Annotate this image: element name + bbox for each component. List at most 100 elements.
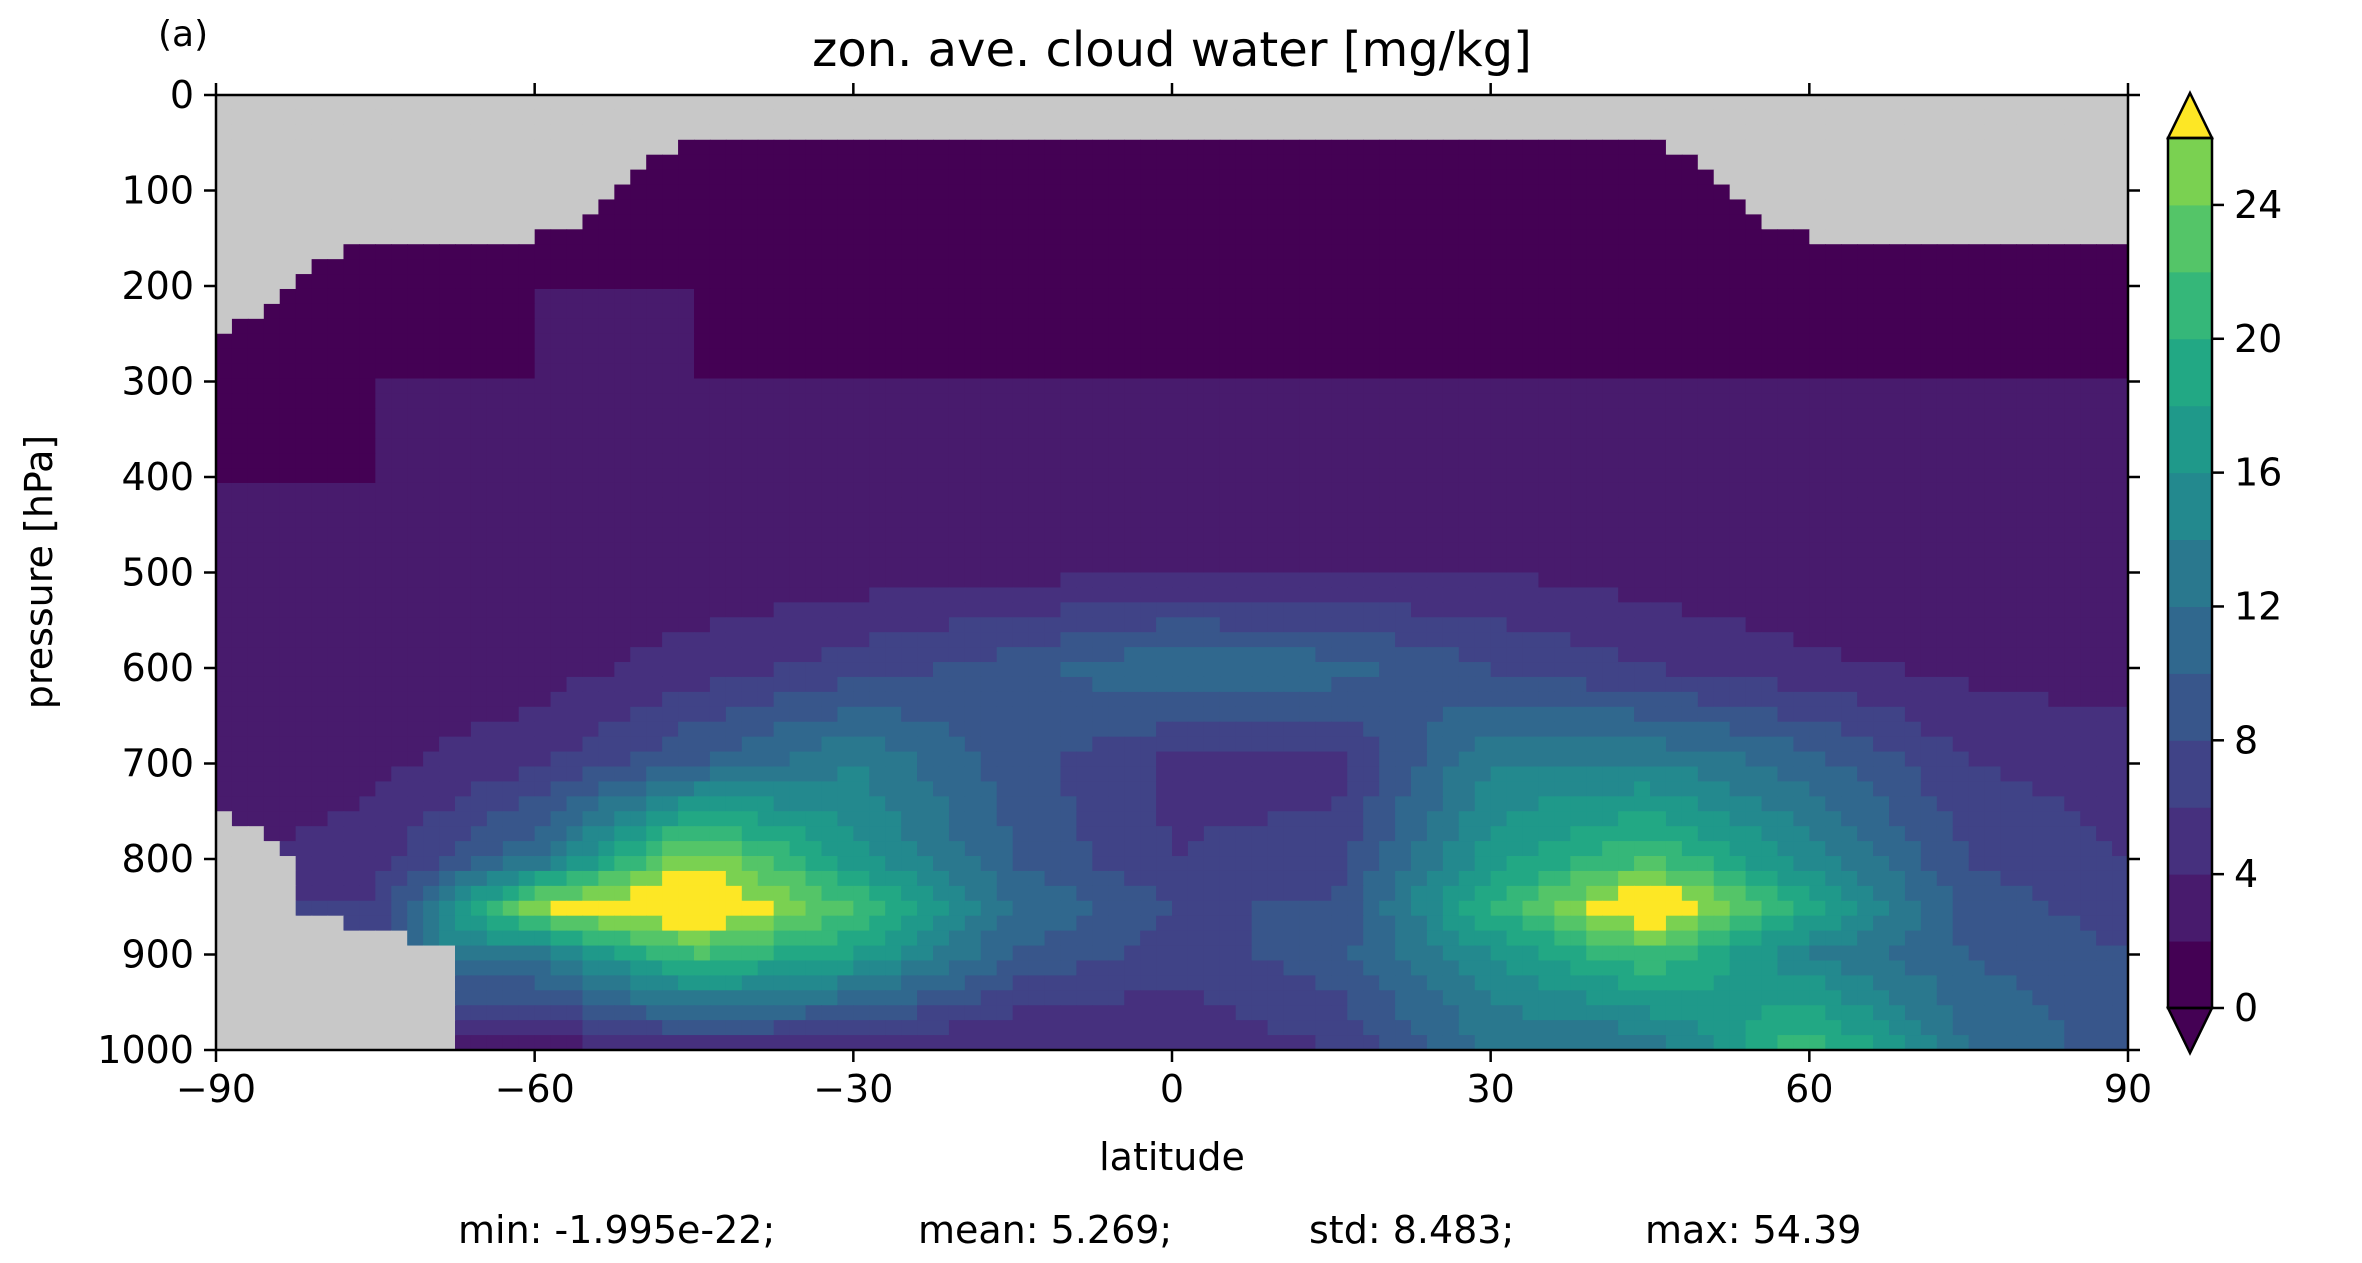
contour-cell	[630, 244, 647, 260]
contour-cell	[231, 303, 249, 320]
contour-cell	[1076, 497, 1093, 514]
contour-cell	[901, 453, 918, 469]
contour-cell	[996, 333, 1014, 350]
contour-cell	[1187, 139, 1205, 156]
contour-cell	[1426, 468, 1444, 484]
contour-cell	[1172, 95, 1189, 111]
contour-cell	[2064, 244, 2081, 260]
contour-cell	[566, 184, 584, 201]
contour-cell	[1347, 363, 1364, 380]
contour-cell	[694, 333, 711, 350]
contour-cell	[1554, 542, 1571, 559]
contour-cell	[1554, 229, 1571, 245]
contour-cell	[327, 527, 345, 544]
contour-cell	[1936, 572, 1954, 589]
contour-cell	[869, 587, 886, 603]
contour-cell	[1124, 438, 1141, 454]
contour-cell	[439, 468, 456, 484]
contour-cell	[1283, 333, 1301, 350]
contour-cell	[725, 557, 743, 574]
contour-cell	[2080, 109, 2097, 126]
contour-cell	[1379, 259, 1396, 275]
contour-cell	[231, 662, 249, 678]
contour-cell	[1411, 229, 1428, 245]
contour-cell	[1761, 318, 1779, 335]
contour-cell	[1442, 109, 1460, 126]
contour-cell	[1474, 587, 1492, 603]
contour-cell	[1777, 303, 1794, 320]
contour-cell	[1634, 333, 1651, 350]
contour-cell	[2096, 632, 2113, 648]
contour-cell	[1172, 602, 1189, 618]
contour-cell	[518, 363, 536, 380]
contour-cell	[534, 303, 552, 320]
contour-cell	[1968, 512, 1986, 529]
contour-cell	[423, 706, 440, 723]
contour-cell	[1411, 587, 1428, 603]
contour-cell	[439, 393, 456, 409]
contour-cell	[1554, 244, 1571, 260]
contour-cell	[1219, 408, 1237, 424]
contour-cell	[933, 557, 950, 574]
contour-cell	[1426, 214, 1444, 230]
contour-cell	[1012, 497, 1030, 514]
contour-cell	[1140, 632, 1157, 648]
contour-cell	[901, 303, 918, 320]
contour-cell	[391, 318, 408, 335]
contour-cell	[1187, 632, 1205, 648]
contour-cell	[247, 184, 265, 201]
contour-cell	[1952, 199, 1970, 215]
contour-cell	[550, 557, 568, 574]
contour-cell	[789, 154, 807, 171]
contour-cell	[646, 438, 663, 454]
contour-cell	[2080, 259, 2097, 275]
contour-cell	[1650, 572, 1667, 589]
contour-cell	[1012, 482, 1030, 499]
contour-cell	[1267, 393, 1285, 409]
contour-cell	[295, 303, 313, 320]
contour-cell	[933, 318, 950, 335]
contour-cell	[1904, 557, 1922, 574]
contour-cell	[1490, 109, 1508, 126]
contour-cell	[1841, 512, 1858, 529]
contour-cell	[1873, 348, 1890, 365]
contour-cell	[518, 169, 536, 186]
contour-cell	[741, 557, 759, 574]
contour-cell	[1952, 95, 1970, 111]
contour-cell	[1570, 423, 1587, 439]
contour-cell	[423, 647, 440, 663]
contour-cell	[757, 378, 775, 395]
contour-cell	[2096, 408, 2113, 424]
contour-cell	[1219, 184, 1237, 201]
contour-cell	[2064, 662, 2081, 678]
contour-cell	[1984, 676, 2002, 693]
contour-cell	[1984, 393, 2002, 409]
contour-cell	[948, 244, 966, 260]
contour-cell	[486, 244, 504, 260]
contour-cell	[869, 229, 886, 245]
contour-cell	[598, 662, 615, 678]
contour-cell	[853, 169, 870, 186]
contour-cell	[550, 95, 568, 111]
contour-cell	[566, 572, 584, 589]
contour-cell	[694, 557, 711, 574]
contour-cell	[343, 482, 360, 499]
contour-cell	[1984, 95, 2002, 111]
contour-cell	[2000, 109, 2018, 126]
contour-cell	[789, 647, 807, 663]
contour-cell	[709, 95, 727, 111]
contour-cell	[1028, 617, 1046, 633]
contour-cell	[391, 632, 408, 648]
contour-cell	[311, 557, 329, 574]
contour-cell	[1984, 647, 2002, 663]
contour-cell	[1331, 706, 1348, 723]
contour-cell	[2048, 378, 2065, 395]
contour-cell	[295, 706, 313, 723]
contour-cell	[1219, 662, 1237, 678]
contour-cell	[247, 676, 265, 693]
contour-cell	[1267, 468, 1285, 484]
contour-cell	[455, 647, 472, 663]
contour-cell	[1124, 109, 1141, 126]
contour-cell	[1681, 244, 1699, 260]
contour-cell	[1745, 647, 1763, 663]
